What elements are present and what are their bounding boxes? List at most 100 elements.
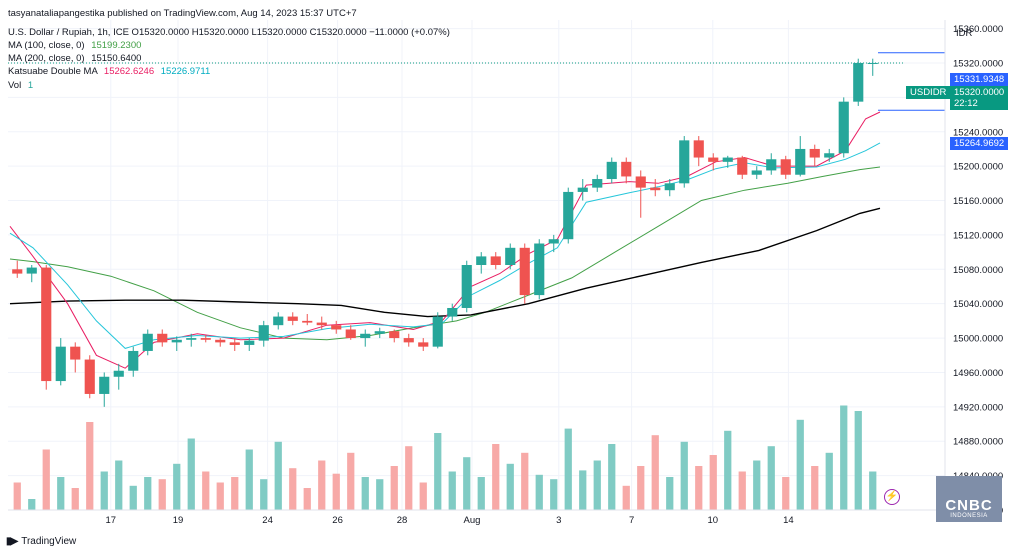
y-tick-label: 15080.0000 (953, 265, 1003, 276)
volume-bar (144, 477, 152, 510)
volume-bar (608, 444, 616, 510)
publish-credit: tasyanataliapangestika published on Trad… (8, 8, 357, 19)
y-tick-label: 15040.0000 (953, 299, 1003, 310)
candle-body (548, 239, 559, 244)
volume-bar (419, 482, 427, 510)
candle-body (99, 376, 110, 394)
katsuabe-value-fast: 15262.6246 (103, 66, 155, 77)
volume-bar (42, 449, 50, 510)
volume-bar (767, 446, 775, 510)
cnbc-logo-text: CNBC (945, 497, 993, 514)
katsuabe-fast-line (9, 111, 881, 369)
ma200-legend[interactable]: MA (200, close, 0) 15150.6400 (8, 53, 141, 65)
candle-body (345, 329, 356, 339)
volume-bar (390, 466, 398, 510)
footer-branding[interactable]: ▮▶ TradingView (6, 536, 76, 547)
volume-legend[interactable]: Vol 1 (8, 80, 33, 92)
volume-bar (245, 449, 253, 510)
volume-value: 1 (27, 80, 34, 91)
last-price-value: 15320.0000 (954, 87, 1005, 98)
volume-bar (550, 479, 558, 510)
candle-body (809, 148, 820, 158)
volume-bar (129, 485, 137, 510)
candle-body (171, 339, 182, 343)
candle-body (505, 247, 516, 265)
cnbc-watermark: CNBC INDONESIA (936, 476, 1002, 522)
volume-bar (680, 441, 688, 510)
candle-body (664, 183, 675, 191)
candle-body (679, 140, 690, 184)
volume-bar (158, 479, 166, 510)
volume-bar (825, 452, 833, 510)
ma100-value: 15199.2300 (91, 40, 142, 51)
candle-body (316, 322, 327, 326)
candle-body (592, 179, 603, 188)
y-tick-label: 15160.0000 (953, 196, 1003, 207)
x-tick-label: 24 (262, 515, 273, 526)
volume-bar (173, 463, 181, 510)
volume-bar (535, 474, 543, 510)
volume-bar (854, 411, 862, 510)
x-tick-label: 3 (556, 515, 561, 526)
candle-body (577, 187, 588, 192)
volume-bar (71, 488, 79, 510)
symbol-ohlc-line: U.S. Dollar / Rupiah, 1h, ICE O15320.000… (8, 27, 450, 38)
ma200-label: MA (200, close, 0) (8, 53, 85, 64)
ma100-label: MA (100, close, 0) (8, 40, 85, 51)
volume-bar (57, 477, 65, 510)
x-tick-label: 17 (106, 515, 117, 526)
candle-body (12, 269, 23, 274)
volume-bar (187, 438, 195, 510)
volume-bar (289, 468, 297, 510)
volume-bar (622, 485, 630, 510)
volume-bar (477, 477, 485, 510)
x-tick-label: 19 (173, 515, 184, 526)
currency-label: IDR (956, 28, 973, 39)
ma100-legend[interactable]: MA (100, close, 0) 15199.2300 (8, 40, 141, 52)
y-tick-label: 14960.0000 (953, 368, 1003, 379)
katsuabe-slow-line (9, 142, 881, 349)
volume-bar (463, 457, 471, 510)
upper-price-tag: 15331.9348 (950, 73, 1009, 86)
candle-body (519, 247, 530, 296)
volume-bar (724, 430, 732, 510)
katsuabe-legend[interactable]: Katsuabe Double MA 15262.6246 15226.9711 (8, 66, 210, 78)
lightning-icon[interactable]: ⚡ (884, 489, 900, 505)
volume-bar (492, 444, 500, 510)
y-tick-label: 15200.0000 (953, 162, 1003, 173)
volume-bar (796, 419, 804, 510)
candle-body (606, 161, 617, 180)
last-price-tag: 15320.0000 22:12 (950, 86, 1009, 110)
volume-bar (651, 435, 659, 510)
candle-body (621, 161, 632, 177)
volume-bar (332, 473, 340, 510)
candle-body (780, 159, 791, 175)
candle-body (635, 176, 646, 188)
candle-body (186, 338, 197, 340)
volume-label: Vol (8, 80, 22, 91)
volume-bar (709, 455, 717, 510)
candle-body (766, 159, 777, 171)
candle-body (273, 316, 284, 326)
y-tick-label: 15000.0000 (953, 334, 1003, 345)
volume-bar (434, 433, 442, 510)
candle-body (331, 325, 342, 330)
volume-bar (405, 446, 413, 510)
candle-body (534, 243, 545, 296)
candle-body (563, 191, 574, 240)
volume-bar (303, 488, 311, 510)
cnbc-sub-text: INDONESIA (950, 513, 988, 519)
candle-body (374, 331, 385, 334)
candle-body (432, 316, 443, 347)
y-tick-label: 14920.0000 (953, 402, 1003, 413)
y-tick-label: 15240.0000 (953, 127, 1003, 138)
volume-bar (274, 441, 282, 510)
candle-body (853, 62, 864, 102)
candle-body (55, 346, 66, 382)
candle-body (41, 267, 52, 382)
candle-body (708, 157, 719, 162)
katsuabe-label: Katsuabe Double MA (8, 66, 98, 77)
candle-body (447, 307, 458, 317)
candle-body (244, 340, 255, 345)
